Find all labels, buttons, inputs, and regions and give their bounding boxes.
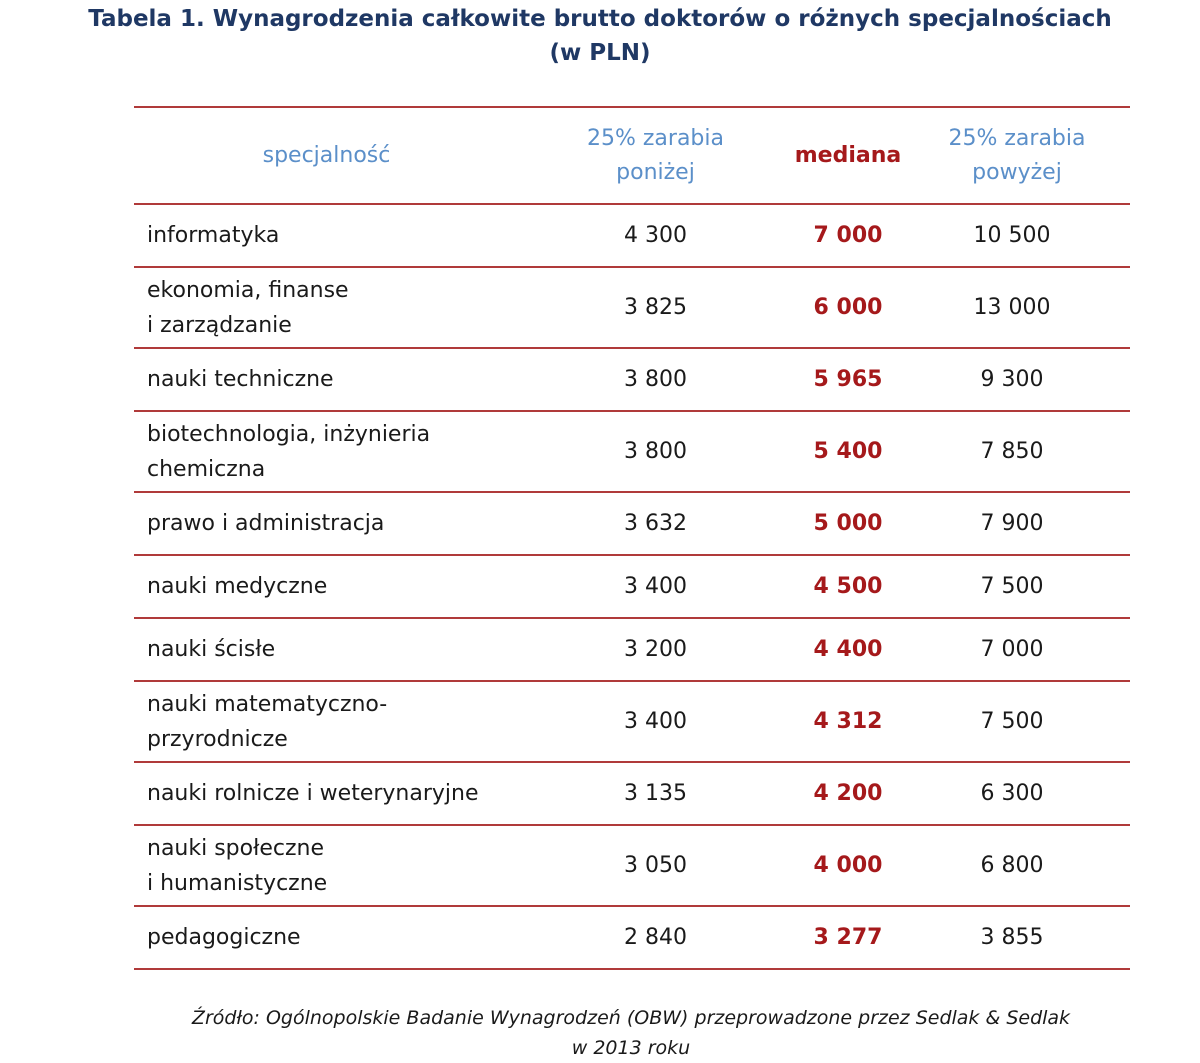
specialty-line: i humanistyczne: [147, 870, 328, 896]
cell-median: 5 965: [813, 367, 883, 392]
specialty-line: pedagogiczne: [147, 925, 301, 950]
cell-specialty: nauki rolnicze i weterynaryjne: [134, 762, 519, 825]
cell-high-quartile: 6 300: [980, 781, 1044, 806]
cell-low-quartile: 3 825: [624, 295, 687, 320]
cell-specialty: nauki techniczne: [134, 348, 519, 411]
header-median-label: mediana: [794, 142, 902, 168]
specialty-line: informatyka: [147, 223, 280, 248]
cell-specialty: nauki ścisłe: [134, 618, 519, 681]
table-header-row: specjalność 25% zarabia poniżej mediana …: [134, 107, 1130, 204]
table-body: informatyka 4 300 7 000 10 500 ekonomia, fin…: [134, 204, 1130, 969]
table-row: nauki społeczne i humanistyczne 3 050 4 000…: [134, 825, 1130, 906]
source-note-line2: w 2013 roku: [571, 1037, 691, 1059]
source-note-line1: Źródło: Ogólnopolskie Badanie Wynagrodze…: [191, 1007, 1071, 1029]
cell-median: 6 000: [813, 295, 883, 320]
cell-specialty: nauki medyczne: [134, 555, 519, 618]
cell-median: 4 200: [813, 781, 883, 806]
salary-table: specjalność 25% zarabia poniżej mediana …: [134, 106, 1130, 970]
table-row: prawo i administracja 3 632 5 000 7 900: [134, 492, 1130, 555]
cell-high-quartile: 6 800: [980, 853, 1044, 878]
specialty-line: chemiczna: [147, 456, 266, 482]
table-row: ekonomia, finanse i zarządzanie 3 825 6 000…: [134, 267, 1130, 348]
cell-median: 4 400: [813, 637, 883, 662]
cell-high-quartile: 7 500: [980, 574, 1044, 599]
cell-low-quartile: 4 300: [624, 223, 687, 248]
specialty-line: i zarządzanie: [147, 312, 292, 338]
specialty-line: nauki społeczne: [147, 835, 325, 861]
cell-low-quartile: 3 135: [624, 781, 687, 806]
header-specialty-label: specjalność: [262, 142, 391, 168]
cell-high-quartile: 3 855: [980, 925, 1044, 950]
cell-specialty: nauki matematyczno-przyrodnicze: [134, 681, 519, 762]
salary-table-container: specjalność 25% zarabia poniżej mediana …: [134, 106, 1130, 970]
cell-median: 4 500: [813, 574, 883, 599]
cell-low-quartile: 3 050: [624, 853, 687, 878]
cell-low-quartile: 3 200: [624, 637, 687, 662]
cell-median: 3 277: [813, 925, 883, 950]
specialty-line: nauki matematyczno-: [147, 691, 388, 717]
table-title-line1: Tabela 1. Wynagrodzenia całkowite brutto…: [88, 6, 1112, 32]
cell-specialty: biotechnologia, inżynieria chemiczna: [134, 411, 519, 492]
cell-low-quartile: 3 632: [624, 511, 687, 536]
table-row: biotechnologia, inżynieria chemiczna 3 800…: [134, 411, 1130, 492]
specialty-line: przyrodnicze: [147, 726, 288, 752]
table-row: informatyka 4 300 7 000 10 500: [134, 204, 1130, 267]
cell-specialty: prawo i administracja: [134, 492, 519, 555]
table-row: nauki techniczne 3 800 5 965 9 300: [134, 348, 1130, 411]
header-low-line2: poniżej: [616, 159, 695, 185]
table-row: nauki medyczne 3 400 4 500 7 500: [134, 555, 1130, 618]
cell-high-quartile: 9 300: [980, 367, 1044, 392]
header-high-quartile: 25% zarabia powyżej: [904, 107, 1130, 204]
cell-low-quartile: 3 400: [624, 709, 687, 734]
cell-median: 7 000: [813, 223, 883, 248]
cell-high-quartile: 7 000: [980, 637, 1044, 662]
table-row: nauki ścisłe 3 200 4 400 7 000: [134, 618, 1130, 681]
cell-specialty: informatyka: [134, 204, 519, 267]
specialty-line: prawo i administracja: [147, 511, 385, 536]
specialty-line: nauki rolnicze i weterynaryjne: [147, 781, 479, 806]
specialty-line: nauki medyczne: [147, 574, 328, 599]
table-row: nauki matematyczno-przyrodnicze 3 400 4 31…: [134, 681, 1130, 762]
table-title: Tabela 1. Wynagrodzenia całkowite brutto…: [0, 2, 1200, 70]
cell-low-quartile: 2 840: [624, 925, 687, 950]
specialty-line: nauki techniczne: [147, 367, 334, 392]
header-specialty: specjalność: [134, 107, 519, 204]
table-row: pedagogiczne 2 840 3 277 3 855: [134, 906, 1130, 969]
cell-low-quartile: 3 400: [624, 574, 687, 599]
specialty-line: biotechnologia, inżynieria: [147, 421, 431, 447]
table-title-line2: (w PLN): [549, 40, 651, 66]
header-median: mediana: [792, 107, 904, 204]
cell-low-quartile: 3 800: [624, 439, 687, 464]
table-row: nauki rolnicze i weterynaryjne 3 135 4 200…: [134, 762, 1130, 825]
cell-specialty: ekonomia, finanse i zarządzanie: [134, 267, 519, 348]
cell-specialty: pedagogiczne: [134, 906, 519, 969]
cell-low-quartile: 3 800: [624, 367, 687, 392]
header-low-quartile: 25% zarabia poniżej: [519, 107, 792, 204]
cell-median: 5 400: [813, 439, 883, 464]
cell-high-quartile: 13 000: [973, 295, 1051, 320]
cell-high-quartile: 7 850: [980, 439, 1044, 464]
cell-high-quartile: 7 500: [980, 709, 1044, 734]
cell-high-quartile: 7 900: [980, 511, 1044, 536]
header-low-line1: 25% zarabia: [586, 125, 724, 151]
cell-high-quartile: 10 500: [973, 223, 1051, 248]
source-note: Źródło: Ogólnopolskie Badanie Wynagrodze…: [0, 1003, 1200, 1063]
specialty-line: nauki ścisłe: [147, 637, 276, 662]
cell-specialty: nauki społeczne i humanistyczne: [134, 825, 519, 906]
specialty-line: ekonomia, finanse: [147, 277, 349, 303]
cell-median: 4 000: [813, 853, 883, 878]
cell-median: 5 000: [813, 511, 883, 536]
header-high-line1: 25% zarabia: [948, 125, 1086, 151]
cell-median: 4 312: [813, 709, 883, 734]
header-high-line2: powyżej: [972, 159, 1062, 185]
